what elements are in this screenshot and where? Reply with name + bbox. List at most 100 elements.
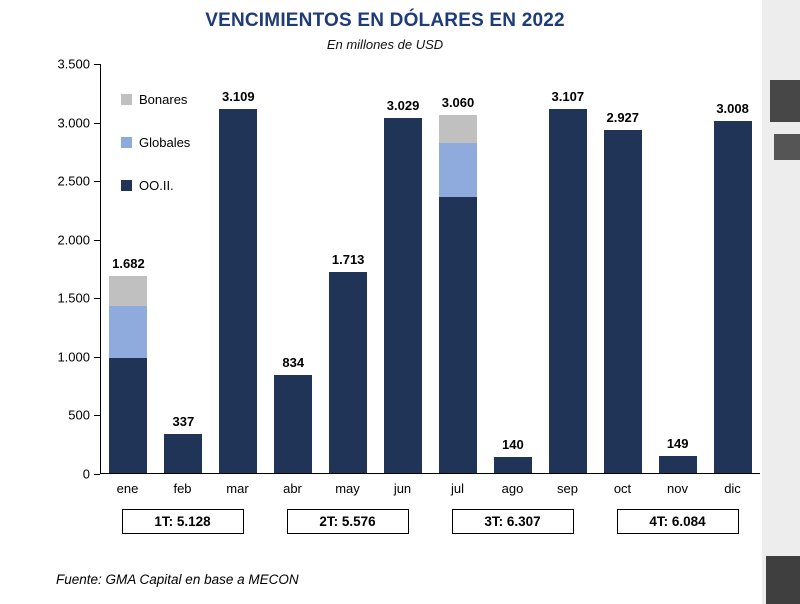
bar-value-label: 3.109 [222, 88, 255, 104]
bar-stack-oct [603, 130, 642, 473]
plot-area: 1.682 337 3.109 834 1.713 3.029 3.060 140 3.107 2… [100, 64, 760, 474]
bar-nov: 149 [650, 64, 705, 473]
y-tick-label: 1.500 [57, 290, 90, 306]
x-tick-label-feb: feb [173, 481, 192, 496]
quarter-total-box: 3T: 6.307 [451, 509, 574, 534]
y-tick-label: 2.500 [57, 173, 90, 189]
bar-segment-ooii [164, 433, 203, 473]
bar-segment-bonares [109, 275, 148, 306]
bar-value-label: 834 [282, 355, 305, 371]
quarter-totals-row: 1T: 5.128 2T: 5.576 3T: 6.307 4T: 6.084 [100, 509, 760, 534]
y-tick-label: 500 [68, 407, 90, 423]
bar-stack-jul [438, 114, 477, 473]
bar-stack-may [329, 272, 368, 473]
bar-sep: 3.107 [540, 64, 595, 473]
x-tick-label-jun: jun [393, 481, 412, 496]
bar-may: 1.713 [321, 64, 376, 473]
bar-stack-ago [493, 456, 532, 473]
y-tick-mark [94, 64, 100, 65]
bar-segment-ooii [603, 130, 642, 473]
bar-mar: 3.109 [211, 64, 266, 473]
bar-value-label: 149 [666, 435, 689, 451]
y-tick-mark [94, 298, 100, 300]
bar-stack-ene [109, 275, 148, 473]
x-tick-label-ene: ene [116, 481, 139, 496]
plot-area-wrap: 1.682 337 3.109 834 1.713 3.029 3.060 140 3.107 2… [57, 57, 760, 482]
legend: Bonares Globales OO.II. [121, 92, 190, 221]
bar-segment-ooii [548, 109, 587, 473]
bar-value-label: 1.682 [112, 255, 145, 271]
bar-ago: 140 [485, 64, 540, 473]
bar-stack-nov [658, 455, 697, 473]
bar-segment-ooii [713, 120, 752, 473]
y-tick-label: 0 [82, 466, 90, 482]
bar-value-label: 2.927 [606, 110, 640, 126]
bar-value-label: 3.008 [716, 100, 749, 116]
bar-stack-dic [713, 120, 752, 473]
bar-stack-abr [274, 375, 313, 473]
y-tick-mark [94, 474, 100, 475]
y-tick-label: 3.000 [57, 115, 90, 131]
bar-value-label: 337 [172, 413, 195, 429]
legend-swatch [121, 180, 132, 191]
bar-segment-ooii [329, 272, 368, 473]
legend-swatch [121, 94, 132, 105]
bar-segment-ooii [219, 108, 258, 473]
bar-segment-bonares [438, 114, 477, 143]
legend-swatch [121, 137, 132, 148]
quarter-cell-1: 1T: 5.128 [100, 509, 265, 534]
bar-segment-globales [438, 142, 477, 197]
legend-label: OO.II. [139, 178, 174, 193]
background-window-fragment [766, 556, 800, 604]
quarter-cell-3: 3T: 6.307 [430, 509, 595, 534]
chart-subtitle: En millones de USD [326, 37, 444, 52]
y-tick-mark [94, 122, 100, 124]
bar-segment-ooii [493, 456, 532, 473]
bar-value-label: 140 [502, 436, 524, 452]
bar-segment-ooii [109, 358, 148, 473]
legend-item-bonares: Bonares [121, 92, 190, 107]
bar-value-label: 3.029 [386, 98, 420, 114]
quarter-total-box: 4T: 6.084 [616, 509, 739, 534]
legend-item-ooii: OO.II. [121, 178, 190, 193]
quarter-total-box: 2T: 5.576 [286, 509, 409, 534]
bar-value-label: 3.060 [441, 94, 475, 110]
bar-abr: 834 [266, 64, 321, 473]
bar-ene: 1.682 [101, 64, 156, 473]
x-tick-label-sep: sep [557, 481, 578, 496]
x-tick-label-nov: nov [667, 481, 688, 496]
bar-dic: 3.008 [705, 64, 760, 473]
x-tick-label-dic: dic [724, 481, 741, 496]
chart-title: VENCIMIENTOS EN DÓLARES EN 2022 [205, 10, 565, 31]
background-window-fragment [770, 80, 800, 122]
x-tick-label-abr: abr [283, 481, 302, 496]
y-tick-mark [94, 356, 100, 358]
x-tick-label-ago: ago [501, 481, 524, 496]
bar-chart: 1.682 337 3.109 834 1.713 3.029 3.060 140 3.107 2… [36, 57, 764, 534]
bar-value-label: 3.107 [551, 89, 585, 105]
source-note: Fuente: GMA Capital en base a MECON [56, 572, 299, 587]
bar-stack-feb [164, 433, 203, 473]
bar-segment-globales [109, 305, 148, 359]
bar-stack-sep [548, 109, 587, 473]
x-axis-labels: ene feb mar abr may jun jul ago sep oct nov dic [100, 481, 760, 496]
y-tick-label: 2.000 [57, 232, 90, 248]
bar-stack-jun [384, 118, 423, 473]
x-tick-label-mar: mar [226, 481, 249, 496]
legend-label: Bonares [139, 92, 188, 107]
quarter-cell-4: 4T: 6.084 [595, 509, 760, 534]
bar-segment-ooii [384, 118, 423, 473]
bar-segment-ooii [438, 196, 477, 473]
bar-stack-mar [219, 108, 258, 473]
y-tick-label: 3.500 [57, 56, 90, 72]
bar-value-label: 1.713 [331, 252, 365, 268]
y-tick-label: 1.000 [57, 349, 90, 365]
bar-jun: 3.029 [376, 64, 431, 473]
quarter-total-box: 1T: 5.128 [121, 509, 244, 534]
bar-segment-ooii [658, 455, 697, 473]
bar-oct: 2.927 [595, 64, 650, 473]
bar-jul: 3.060 [431, 64, 486, 473]
x-tick-label-may: may [335, 481, 360, 496]
x-tick-label-oct: oct [613, 481, 632, 496]
legend-label: Globales [139, 135, 191, 150]
